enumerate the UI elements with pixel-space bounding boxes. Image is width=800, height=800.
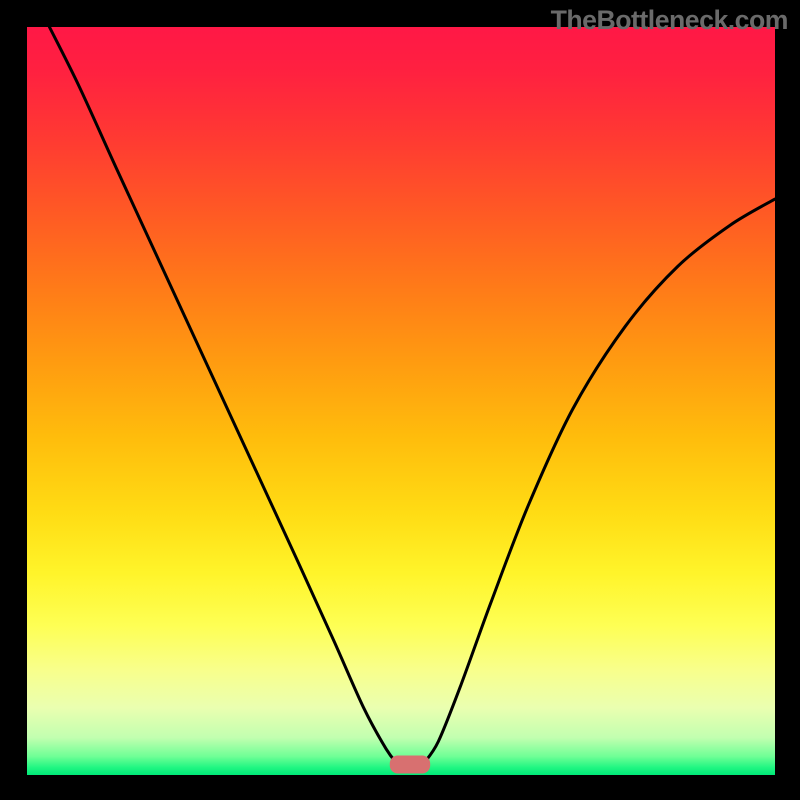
optimal-marker xyxy=(390,756,430,774)
chart-frame: TheBottleneck.com xyxy=(0,0,800,800)
gradient-background xyxy=(27,27,775,775)
plot-area xyxy=(27,27,775,775)
watermark-text: TheBottleneck.com xyxy=(551,5,788,36)
chart-svg xyxy=(27,27,775,775)
